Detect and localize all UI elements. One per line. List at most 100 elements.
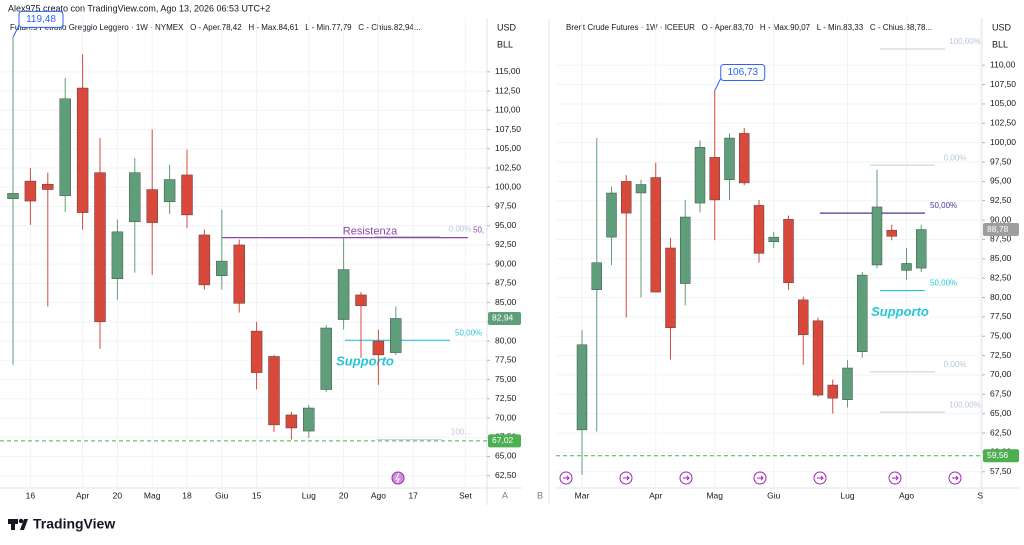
x-tick-label: 17 bbox=[408, 490, 418, 500]
y-tick-label: 62,50 bbox=[990, 427, 1012, 437]
y-tick-label: 107,50 bbox=[495, 124, 521, 134]
fib-label: 100,00% bbox=[949, 400, 981, 409]
y-tick-label: 90,00 bbox=[990, 214, 1012, 224]
y-tick-label: 110,00 bbox=[990, 59, 1016, 69]
event-glyph bbox=[892, 475, 899, 481]
y-tick-label: 105,00 bbox=[990, 98, 1016, 108]
candle-body bbox=[650, 177, 661, 293]
candle-body bbox=[320, 327, 332, 390]
event-glyph bbox=[952, 475, 959, 481]
event-glyph bbox=[817, 475, 824, 481]
candle-body bbox=[739, 133, 750, 184]
candle-body bbox=[635, 184, 647, 194]
candle-body bbox=[76, 87, 89, 213]
price-label: 88,78 bbox=[987, 224, 1009, 234]
y-tick-label: 100,00 bbox=[990, 137, 1016, 147]
callout-box bbox=[18, 10, 64, 28]
candle-body bbox=[724, 137, 735, 181]
x-tick-label: 15 bbox=[252, 490, 262, 500]
x-tick-label: Set bbox=[459, 490, 472, 500]
price-label-box bbox=[983, 223, 1019, 237]
price-label-box bbox=[488, 434, 521, 448]
candle-body bbox=[59, 98, 71, 196]
y-tick-label: 75,00 bbox=[495, 374, 517, 384]
y-tick-label: 80,00 bbox=[990, 292, 1012, 302]
unit: BLL bbox=[497, 39, 513, 49]
x-tick-label: Ago bbox=[371, 490, 386, 500]
candle-body bbox=[42, 183, 54, 190]
x-tick-label: 20 bbox=[113, 490, 123, 500]
candle-body bbox=[694, 147, 706, 204]
candle-body bbox=[337, 269, 350, 320]
candle-body bbox=[857, 274, 868, 352]
candle-body bbox=[768, 236, 779, 242]
fib-label: 0,00% bbox=[449, 225, 472, 234]
level-name: Supporto bbox=[871, 304, 929, 319]
candle-body bbox=[812, 320, 824, 396]
y-tick-label: 115,00 bbox=[495, 66, 521, 76]
candle-body bbox=[7, 193, 19, 199]
y-tick-label: 105,00 bbox=[495, 143, 521, 153]
fib-label: 0,00% bbox=[944, 153, 967, 162]
candle-body bbox=[901, 263, 912, 271]
y-tick-label: 67,50 bbox=[990, 389, 1012, 399]
y-tick-label: 57,50 bbox=[990, 466, 1012, 476]
x-tick-label: Giu bbox=[767, 490, 781, 500]
header: Alex975 creato con TradingView.com, Ago … bbox=[8, 3, 270, 13]
candle-body bbox=[665, 247, 676, 328]
candle-body bbox=[198, 234, 211, 286]
event-glyph bbox=[757, 475, 764, 481]
callout-box bbox=[720, 64, 766, 82]
y-tick-label: 70,00 bbox=[990, 369, 1012, 379]
candle-body bbox=[827, 384, 838, 399]
candle-body bbox=[621, 181, 632, 214]
scale-button[interactable]: A bbox=[502, 490, 508, 500]
candle-body bbox=[709, 157, 720, 201]
candle-body bbox=[783, 219, 794, 284]
fib-label: 100,... bbox=[451, 428, 473, 437]
y-tick-label: 80,00 bbox=[495, 335, 517, 345]
y-tick-label: 102,50 bbox=[495, 162, 521, 172]
candle-body bbox=[842, 367, 853, 400]
y-tick-label: 72,50 bbox=[495, 393, 517, 403]
level-tag: 50,00% bbox=[455, 328, 482, 337]
x-tick-label: 16 bbox=[26, 490, 36, 500]
candle-body bbox=[268, 356, 280, 426]
candle-body bbox=[111, 231, 124, 279]
y-tick-label: 87,50 bbox=[990, 234, 1012, 244]
y-tick-label: 70,00 bbox=[495, 412, 517, 422]
y-tick-label: 95,00 bbox=[990, 176, 1012, 186]
y-tick-label: 62,50 bbox=[495, 470, 517, 480]
y-tick-label: 95,00 bbox=[495, 220, 517, 230]
y-tick-label: 110,00 bbox=[495, 105, 521, 115]
y-tick-label: 97,50 bbox=[495, 201, 517, 211]
x-tick-label: Lug bbox=[840, 490, 854, 500]
candle-body bbox=[250, 330, 263, 373]
footer-brand: TradingView bbox=[33, 516, 115, 532]
scale-button[interactable]: B bbox=[537, 490, 543, 500]
y-tick-label: 65,00 bbox=[990, 408, 1012, 418]
candle-body bbox=[216, 260, 228, 276]
candle-body bbox=[129, 172, 141, 223]
x-tick-label: Apr bbox=[649, 490, 662, 500]
event-icon bbox=[391, 471, 405, 485]
candle-body bbox=[916, 229, 927, 269]
candle-body bbox=[24, 180, 37, 202]
candle-body bbox=[680, 216, 691, 284]
candle-body bbox=[146, 189, 158, 223]
candle-body bbox=[390, 318, 402, 353]
y-tick-label: 77,50 bbox=[495, 355, 517, 365]
candle-body bbox=[886, 229, 897, 237]
event-glyph bbox=[683, 475, 690, 481]
y-tick-label: 92,50 bbox=[495, 239, 517, 249]
candle-body bbox=[285, 414, 298, 429]
fib-label: 0,00% bbox=[944, 360, 967, 369]
y-tick-label: 90,00 bbox=[495, 258, 517, 268]
y-tick-label: 75,00 bbox=[990, 330, 1012, 340]
y-tick-label: 85,00 bbox=[495, 297, 517, 307]
candle-body bbox=[591, 262, 602, 290]
event-glyph bbox=[623, 475, 630, 481]
candle-body bbox=[798, 299, 809, 335]
